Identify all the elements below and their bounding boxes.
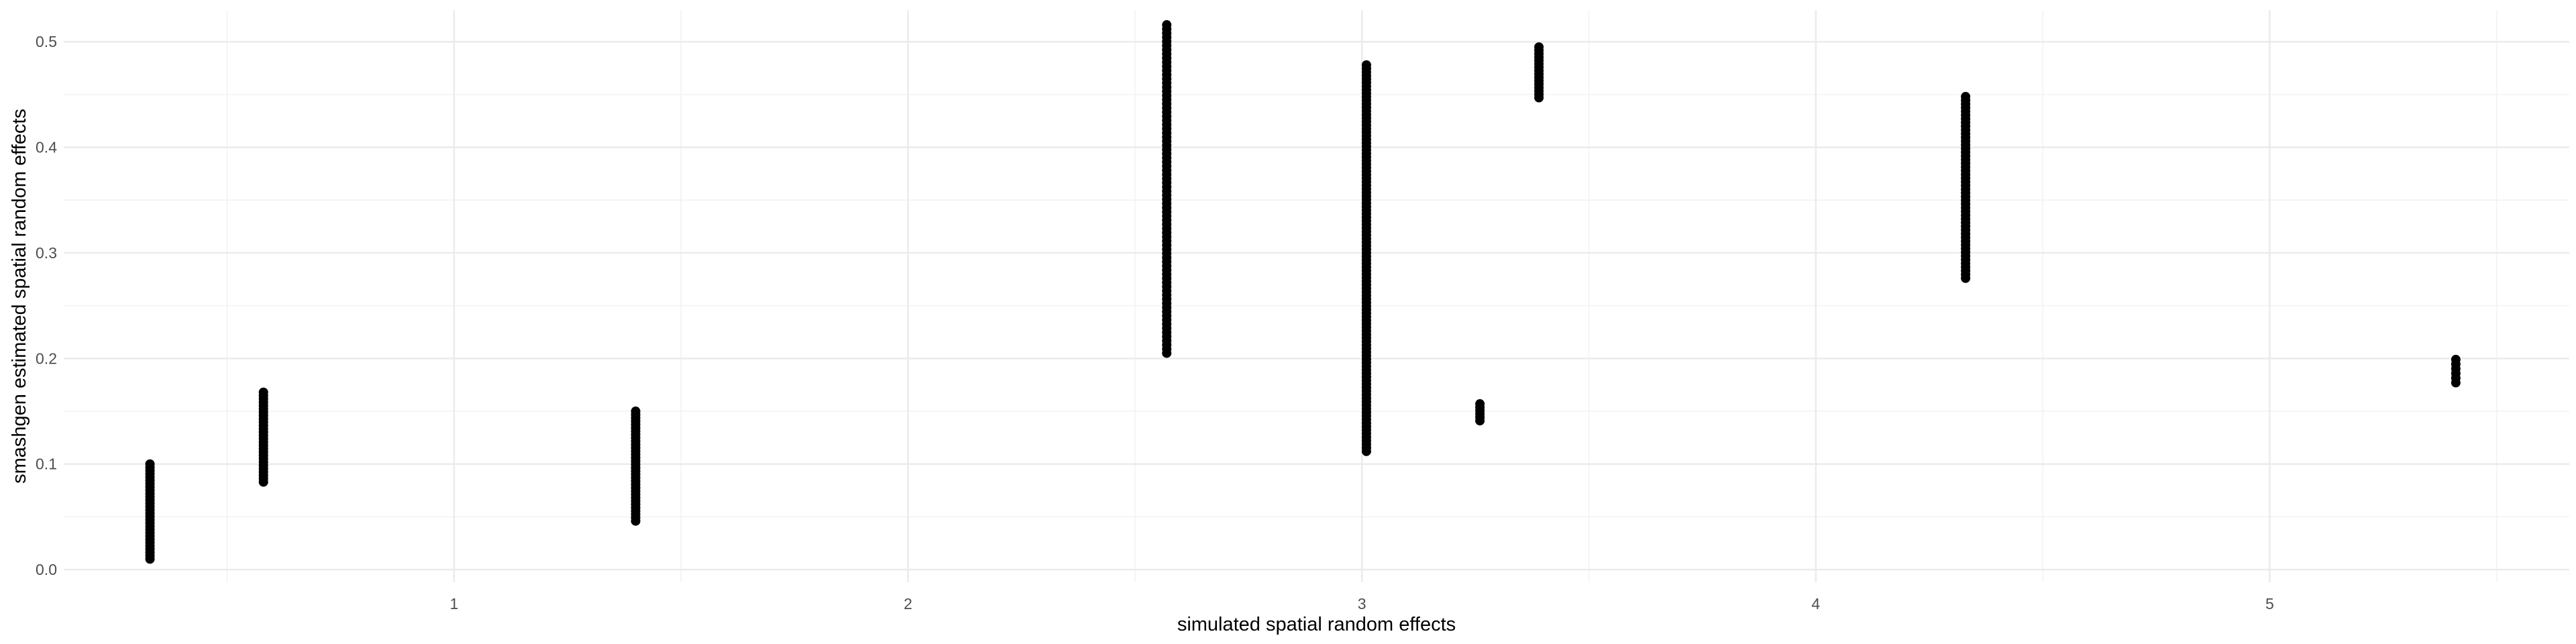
x-axis-title: simulated spatial random effects bbox=[1177, 614, 1456, 635]
minor-gridlines bbox=[64, 10, 2569, 582]
x-tick-label: 1 bbox=[450, 595, 459, 612]
y-axis-tick-labels: 0.0 0.1 0.2 0.3 0.4 0.5 bbox=[36, 33, 57, 578]
y-tick-label: 0.1 bbox=[36, 455, 57, 473]
data-point-g2-33 bbox=[631, 407, 641, 417]
data-point-g0-29 bbox=[145, 459, 155, 469]
data-point-g1-27 bbox=[258, 387, 268, 397]
data-point-g5-5 bbox=[1475, 399, 1485, 409]
y-tick-label: 0.5 bbox=[36, 33, 57, 50]
data-point-g7-49 bbox=[1961, 92, 1971, 102]
data-point-g4-109 bbox=[1361, 60, 1371, 70]
data-point-g6-15 bbox=[1534, 42, 1544, 52]
x-tick-label: 5 bbox=[2265, 595, 2274, 612]
data-point-g3-79 bbox=[1162, 20, 1172, 30]
y-tick-label: 0.3 bbox=[36, 244, 57, 262]
y-axis-title: smashgen estimated spatial random effect… bbox=[9, 109, 30, 484]
data-point-g8-5 bbox=[2451, 354, 2461, 364]
x-axis-tick-labels: 1 2 3 4 5 bbox=[450, 595, 2274, 612]
data-points bbox=[145, 20, 2461, 564]
y-tick-label: 0.0 bbox=[36, 561, 57, 578]
x-tick-label: 3 bbox=[1358, 595, 1366, 612]
y-tick-label: 0.4 bbox=[36, 139, 57, 156]
y-tick-label: 0.2 bbox=[36, 350, 57, 367]
x-tick-label: 2 bbox=[904, 595, 912, 612]
x-tick-label: 4 bbox=[1811, 595, 1820, 612]
